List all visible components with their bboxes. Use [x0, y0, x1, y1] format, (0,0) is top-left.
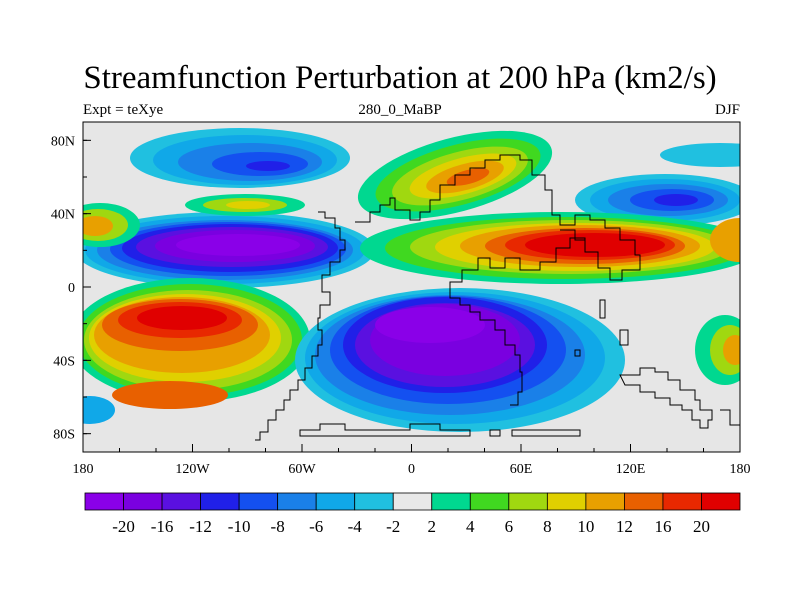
legend-swatch [546, 492, 587, 511]
x-tick-label: 0 [408, 462, 415, 477]
new-zealand-coastline [720, 409, 740, 426]
legend-swatch [662, 492, 702, 511]
negative-sliver-south-west [83, 396, 115, 424]
negative-band-subtropics [83, 212, 375, 288]
legend-swatch [123, 492, 163, 511]
island-coastline [599, 299, 606, 319]
indochina-coastline [560, 229, 585, 241]
legend-swatch [701, 492, 741, 511]
antarctica-coastline-east [511, 429, 581, 437]
negative-cell-north [130, 128, 350, 188]
island-2-coastline [619, 329, 629, 346]
legend-swatch [469, 492, 510, 511]
legend-swatch [200, 492, 240, 511]
y-tick-label: 0 [68, 281, 75, 296]
legend-label: -20 [112, 517, 135, 536]
y-tick-label: 40N [51, 208, 75, 223]
y-tick-label: 80N [51, 134, 75, 149]
y-tick-label: 80S [53, 428, 75, 443]
australia-coastline [619, 367, 713, 429]
legend-label: 10 [577, 517, 594, 536]
legend-label: -12 [189, 517, 212, 536]
antarctica-islet [489, 429, 501, 437]
axis-ticks: 180 120W 60W 0 60E 120E 180 80N 40N 0 40S 80S [51, 134, 751, 477]
coastlines [255, 154, 740, 441]
x-tick-label: 120E [616, 462, 646, 477]
legend-swatch [354, 492, 394, 511]
legend-label: 6 [505, 517, 514, 536]
legend-swatch [392, 492, 433, 511]
contour-field [83, 122, 740, 452]
legend-label: 2 [428, 517, 437, 536]
period-label: 280_0_MaBP [358, 102, 442, 118]
legend-swatch [315, 492, 356, 511]
experiment-label: Expt = teXye [83, 102, 164, 118]
color-legend: -20 -16 -12 -10 -8 -6 -4 -2 2 4 6 8 10 12 16 20 [84, 492, 741, 536]
legend-swatch [508, 492, 548, 511]
map-title: Streamfunction Perturbation at 200 hPa (… [83, 60, 717, 96]
legend-label: 16 [654, 517, 671, 536]
legend-swatch [277, 492, 317, 511]
antarctica-coastline-west [299, 423, 471, 437]
legend-label: -10 [228, 517, 251, 536]
x-tick-label: 60E [510, 462, 533, 477]
legend-label: -16 [151, 517, 174, 536]
legend-label: 20 [693, 517, 710, 536]
positive-cell-east-edge [710, 218, 740, 262]
legend-label: -8 [271, 517, 285, 536]
negative-cell-northeast [575, 143, 740, 226]
legend-swatch [624, 492, 664, 511]
legend-label: 12 [616, 517, 633, 536]
legend-swatch [238, 492, 279, 511]
positive-cell-south-pacific [83, 278, 310, 409]
legend-swatch [161, 492, 201, 511]
legend-label: -6 [309, 517, 323, 536]
positive-cell-midlat-small [185, 194, 305, 216]
x-tick-label: 180 [730, 462, 751, 477]
season-label: DJF [714, 102, 740, 118]
negative-cell-south-atlantic [295, 288, 625, 432]
legend-swatch [585, 492, 625, 511]
legend-swatch [431, 492, 471, 511]
positive-cell-south-indian [695, 315, 740, 385]
madagascar-coastline [574, 349, 581, 357]
x-tick-label: 120W [175, 462, 210, 477]
legend-label: 4 [466, 517, 475, 536]
positive-cell-west-edge [83, 203, 140, 247]
y-tick-label: 40S [53, 354, 75, 369]
x-tick-label: 180 [73, 462, 94, 477]
legend-label: 8 [543, 517, 552, 536]
legend-label: -2 [386, 517, 400, 536]
legend-label: -4 [348, 517, 363, 536]
legend-swatch [84, 492, 124, 511]
x-tick-label: 60W [288, 462, 316, 477]
eurasia-africa-coastline [355, 154, 641, 406]
americas-coastline [255, 211, 346, 441]
